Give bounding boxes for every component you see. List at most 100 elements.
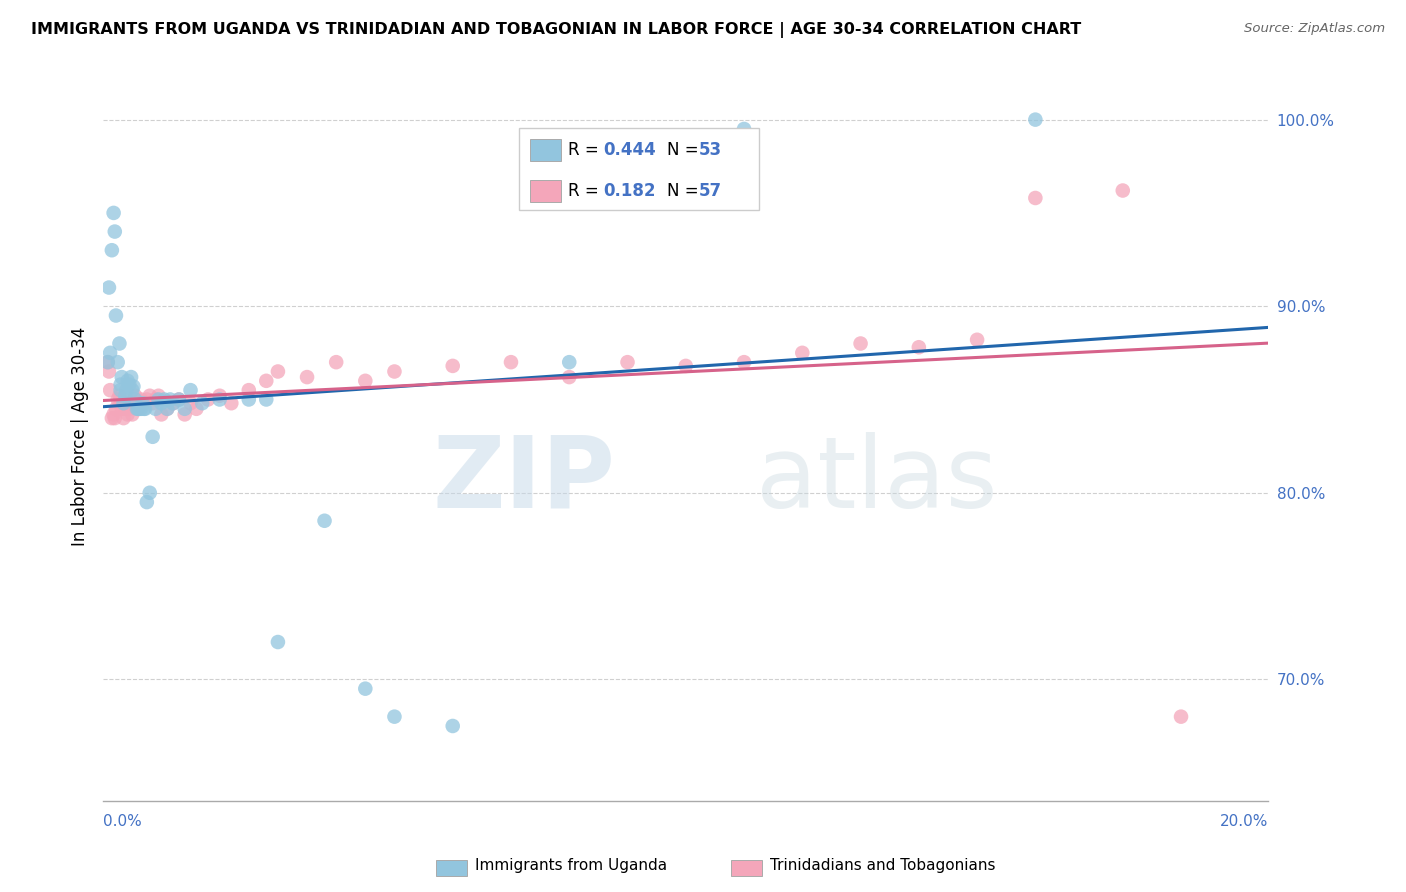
Point [238,392,260,407]
Point [142,396,165,410]
Point [124,389,146,403]
Point [1170,709,1192,723]
Point [98,346,121,360]
Point [107,355,129,369]
Point [132,396,155,410]
Point [162,396,184,410]
Text: ZIP: ZIP [433,432,616,529]
Point [110,383,132,397]
Point [129,401,152,416]
Point [173,408,195,422]
Point [135,495,157,509]
Point [908,340,931,354]
Point [118,401,141,416]
Text: Source: ZipAtlas.com: Source: ZipAtlas.com [1244,22,1385,36]
Text: 57: 57 [699,182,723,200]
Point [325,355,347,369]
Point [104,309,127,323]
Point [966,333,988,347]
Point [132,401,155,416]
Point [121,408,143,422]
Point [849,336,872,351]
Point [208,389,231,403]
Text: N =: N = [666,182,703,200]
Point [125,401,148,416]
Point [118,377,141,392]
Point [129,392,152,407]
Point [354,374,377,388]
Text: N =: N = [666,141,703,159]
Point [441,359,464,373]
Point [97,355,120,369]
Point [733,122,755,136]
Point [117,408,139,422]
Point [733,355,755,369]
Point [97,355,120,369]
Point [111,370,134,384]
Point [384,709,406,723]
Point [134,401,156,416]
Point [135,392,157,407]
Point [139,485,162,500]
Text: 53: 53 [699,141,723,159]
Point [254,374,277,388]
Point [114,401,136,416]
Point [127,401,149,416]
Point [121,383,143,397]
Point [156,401,179,416]
Point [180,396,202,410]
Point [97,364,120,378]
Point [267,635,290,649]
Text: IMMIGRANTS FROM UGANDA VS TRINIDADIAN AND TOBAGONIAN IN LABOR FORCE | AGE 30-34 : IMMIGRANTS FROM UGANDA VS TRINIDADIAN AN… [31,22,1081,38]
Point [616,355,638,369]
Point [120,370,142,384]
Text: Trinidadians and Tobagonians: Trinidadians and Tobagonians [770,858,995,872]
Point [104,411,127,425]
Point [115,396,138,410]
Point [142,430,165,444]
Point [139,389,162,403]
Text: 20.0%: 20.0% [1220,814,1268,829]
Point [111,401,134,416]
Point [499,355,522,369]
Point [122,379,145,393]
Point [675,359,697,373]
Point [558,370,581,384]
Point [145,401,167,416]
Point [145,392,167,407]
Point [150,396,173,410]
Point [97,280,120,294]
Point [112,411,135,425]
Point [117,374,139,388]
Point [101,244,124,258]
Text: R =: R = [568,141,605,159]
Point [108,389,131,403]
Point [238,383,260,397]
Point [167,392,190,407]
Point [295,370,318,384]
Point [128,401,150,416]
Point [314,514,336,528]
Point [120,396,142,410]
Point [173,401,195,416]
Y-axis label: In Labor Force | Age 30-34: In Labor Force | Age 30-34 [72,327,89,547]
Point [254,392,277,407]
Text: Immigrants from Uganda: Immigrants from Uganda [475,858,668,872]
Point [180,383,202,397]
Point [103,408,125,422]
Point [191,396,214,410]
Point [267,364,290,378]
Point [1024,112,1046,127]
Point [114,389,136,403]
Point [1112,184,1135,198]
Text: 0.0%: 0.0% [103,814,142,829]
Point [221,396,243,410]
Point [159,392,181,407]
Point [104,401,127,416]
Point [186,401,208,416]
Point [101,411,124,425]
Point [162,396,184,410]
Point [153,392,176,407]
Point [112,396,135,410]
Point [108,336,131,351]
